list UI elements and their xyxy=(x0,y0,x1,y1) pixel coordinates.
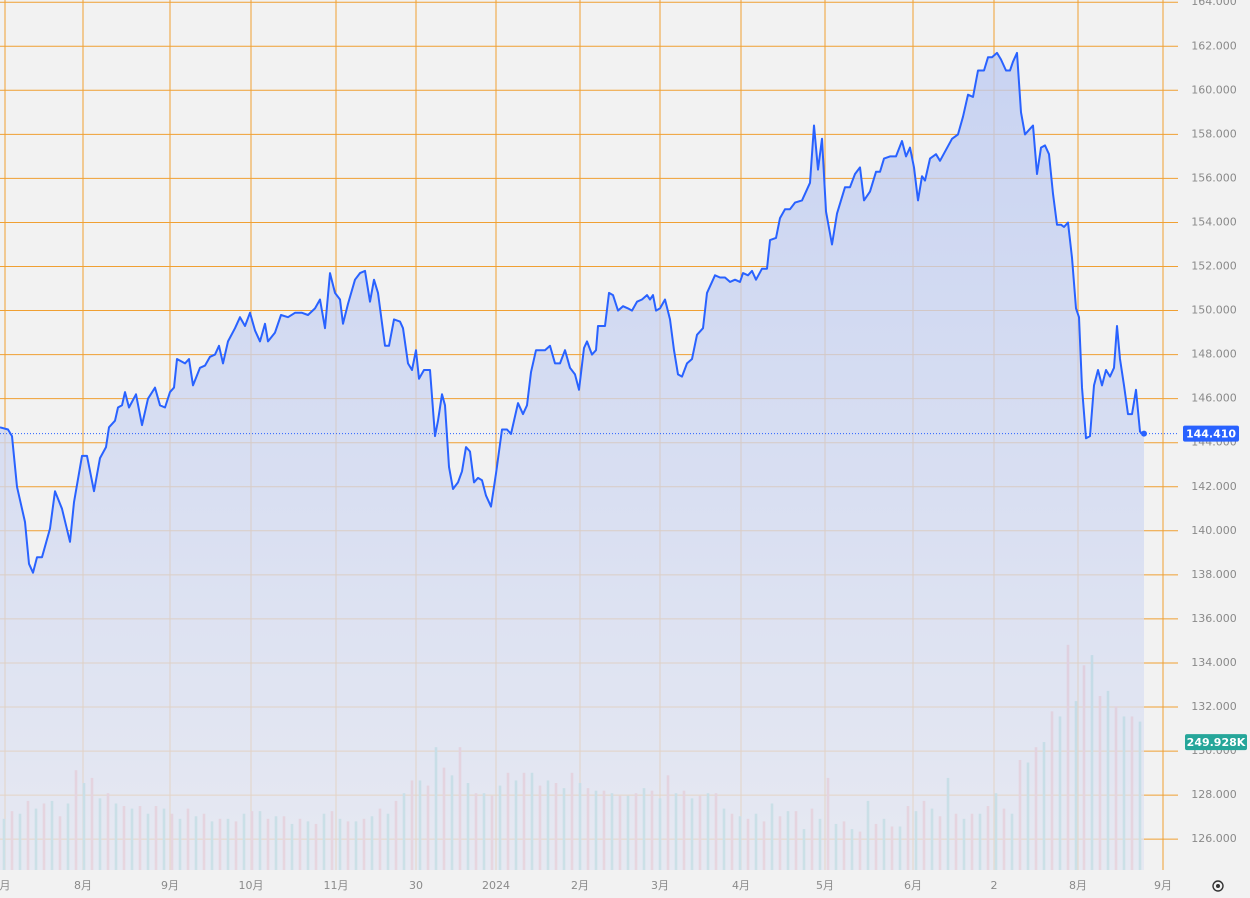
y-tick-label: 164.000 xyxy=(1191,0,1237,8)
y-tick-label: 128.000 xyxy=(1191,788,1237,801)
price-line xyxy=(0,51,1145,574)
x-tick-label: 10月 xyxy=(239,879,264,892)
x-tick-label: 8月 xyxy=(74,879,92,892)
y-tick-label: 134.000 xyxy=(1191,656,1237,669)
x-tick-label: 4月 xyxy=(732,879,750,892)
last-volume-label: 249.928K xyxy=(1187,736,1246,749)
x-tick-label: 3月 xyxy=(651,879,669,892)
x-tick-label: 9月 xyxy=(1154,879,1172,892)
last-price-badge xyxy=(1183,425,1239,442)
y-tick-label: 136.000 xyxy=(1191,612,1237,625)
y-tick-label: 126.000 xyxy=(1191,832,1237,845)
y-tick-label: 158.000 xyxy=(1191,127,1237,140)
y-tick-label: 150.000 xyxy=(1191,304,1237,317)
last-volume-badge xyxy=(1185,734,1247,751)
settings-dot xyxy=(1216,884,1220,888)
x-tick-label: 11月 xyxy=(324,879,349,892)
x-tick-label: 9月 xyxy=(161,879,179,892)
x-tick-label: 2 xyxy=(991,879,998,892)
x-tick-label: 30 xyxy=(409,879,423,892)
x-tick-label: 5月 xyxy=(816,879,834,892)
y-tick-label: 142.000 xyxy=(1191,480,1237,493)
y-tick-label: 154.000 xyxy=(1191,215,1237,228)
y-tick-label: 152.000 xyxy=(1191,260,1237,273)
x-tick-label: 月 xyxy=(0,879,11,892)
x-tick-label: 2月 xyxy=(571,879,589,892)
x-tick-label: 8月 xyxy=(1069,879,1087,892)
y-tick-label: 138.000 xyxy=(1191,568,1237,581)
settings-ring xyxy=(1212,880,1224,892)
y-tick-label: 140.000 xyxy=(1191,524,1237,537)
y-tick-label: 146.000 xyxy=(1191,392,1237,405)
y-tick-label: 148.000 xyxy=(1191,348,1237,361)
y-tick-label: 156.000 xyxy=(1191,171,1237,184)
y-tick-label: 132.000 xyxy=(1191,700,1237,713)
x-tick-label: 2024 xyxy=(482,879,510,892)
y-tick-label: 162.000 xyxy=(1191,39,1237,52)
settings-icon[interactable] xyxy=(1212,880,1224,892)
price-area xyxy=(0,52,1144,870)
y-tick-label: 160.000 xyxy=(1191,83,1237,96)
x-tick-label: 6月 xyxy=(904,879,922,892)
last-price-label: 144.410 xyxy=(1186,428,1236,441)
